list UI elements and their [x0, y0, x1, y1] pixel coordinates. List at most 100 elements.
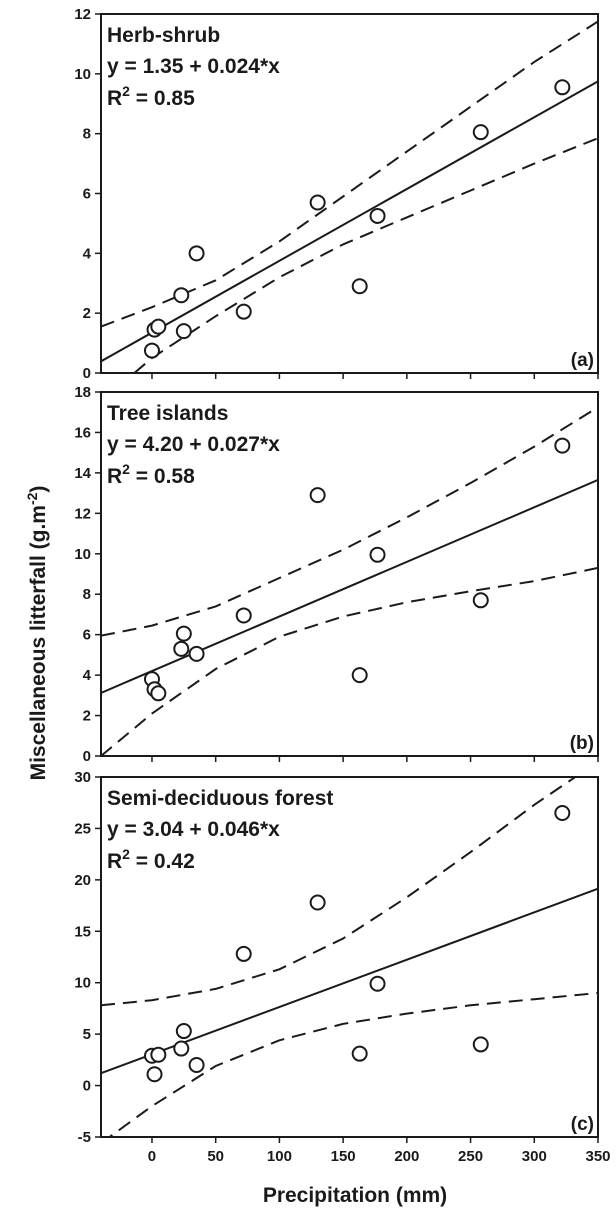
x-tick-label: 100	[267, 1148, 292, 1165]
r-squared: R2 = 0.85	[107, 83, 195, 110]
data-point	[235, 303, 252, 320]
data-point	[143, 342, 160, 359]
plot-area	[101, 406, 598, 756]
y-tick-label: 18	[74, 384, 91, 401]
data-point	[351, 1045, 368, 1062]
y-tick-label: 0	[83, 748, 91, 765]
plot-frame	[100, 776, 599, 1138]
regression-equation: y = 3.04 + 0.046*x	[107, 818, 280, 841]
regression-line	[101, 80, 598, 363]
plot-area	[101, 20, 598, 373]
regression-equation: y = 4.20 + 0.027*x	[107, 433, 280, 456]
ci-upper-line	[101, 20, 598, 328]
ci-upper-line	[101, 406, 598, 637]
data-point	[188, 645, 205, 662]
y-tick-label: 4	[83, 667, 92, 684]
panel-label: (c)	[571, 1114, 594, 1135]
y-tick-label: 10	[74, 975, 91, 992]
y-tick-label: 4	[83, 245, 92, 262]
r-squared-prefix: R	[107, 87, 122, 110]
y-tick-label: -5	[78, 1129, 91, 1146]
data-point	[554, 437, 571, 454]
r-squared-prefix: R	[107, 465, 122, 488]
data-point	[188, 1057, 205, 1073]
data-point	[175, 625, 192, 642]
panel-title: Herb-shrub	[107, 24, 220, 47]
y-tick-label: 8	[83, 586, 91, 603]
panel-title: Semi-deciduous forest	[107, 787, 333, 810]
data-point	[235, 945, 252, 962]
plot-frame	[100, 391, 599, 757]
data-point	[369, 975, 386, 992]
x-tick-label: 150	[331, 1148, 356, 1165]
y-tick-label: 12	[74, 6, 91, 23]
data-point	[175, 323, 192, 340]
ci-lower-line	[132, 137, 598, 373]
panel-label: (a)	[571, 350, 594, 371]
data-point	[554, 79, 571, 96]
data-point	[173, 1040, 190, 1057]
plot-frame	[100, 13, 599, 374]
y-tick-label: 2	[83, 305, 91, 322]
regression-line	[101, 479, 598, 694]
y-tick-label: 20	[74, 872, 91, 889]
r-squared-sup: 2	[122, 461, 130, 477]
data-point	[188, 245, 205, 262]
data-point	[309, 487, 326, 504]
data-point	[472, 592, 489, 609]
panels: 0 2 4 6 8 10 12 Herb-shrub y = 1.35 + 0.024*x R2 …	[74, 6, 610, 1165]
y-tick-label: 6	[83, 186, 91, 203]
ci-lower-line	[101, 566, 598, 756]
x-tick-label: 350	[585, 1148, 610, 1165]
x-axis-label: Precipitation (mm)	[263, 1184, 447, 1207]
y-tick-label: 6	[83, 627, 91, 644]
data-point	[369, 546, 386, 563]
r-squared-value: = 0.58	[130, 465, 195, 488]
x-tick-label: 200	[394, 1148, 419, 1165]
x-tick-label: 250	[458, 1148, 483, 1165]
ci-lower-line	[107, 992, 598, 1137]
data-point	[351, 667, 368, 684]
y-tick-label: 10	[74, 546, 91, 563]
x-tick-label: 0	[148, 1148, 156, 1165]
y-tick-label: 10	[74, 66, 91, 83]
r-squared-prefix: R	[107, 850, 122, 873]
data-point	[351, 278, 368, 295]
y-tick-label: 25	[74, 820, 91, 837]
y-tick-label: 15	[74, 923, 91, 940]
x-tick-label: 50	[207, 1148, 224, 1165]
data-point	[369, 207, 386, 224]
y-tick-label: 16	[74, 424, 91, 441]
y-tick-label: 2	[83, 708, 91, 725]
y-tick-label: 0	[83, 365, 91, 382]
r-squared-sup: 2	[122, 83, 130, 99]
r-squared: R2 = 0.42	[107, 846, 195, 873]
panel-label: (b)	[570, 733, 594, 754]
data-point	[150, 685, 167, 702]
panel-1: 0 2 4 6 8 10 12 Herb-shrub y = 1.35 + 0.024*x R2 …	[74, 6, 599, 382]
regression-equation: y = 1.35 + 0.024*x	[107, 55, 280, 78]
r-squared-sup: 2	[122, 846, 130, 862]
r-squared-value: = 0.85	[130, 87, 195, 110]
r-squared: R2 = 0.58	[107, 461, 195, 488]
panel-title: Tree islands	[107, 402, 228, 425]
y-axis-label: Miscellaneous litterfall (g.m-2)	[24, 486, 50, 781]
data-point	[173, 640, 190, 657]
data-point	[173, 287, 190, 304]
panel-2: 0 2 4 6 8 10 12 14 16 18 Tree islands y = 4.20 + 0.…	[74, 384, 599, 765]
x-tick-label: 300	[522, 1148, 547, 1165]
ci-upper-line	[101, 777, 578, 1007]
r-squared-value: = 0.42	[130, 850, 195, 873]
y-tick-label: 12	[74, 505, 91, 522]
y-tick-label: 14	[74, 465, 91, 482]
y-tick-label: 0	[83, 1078, 91, 1095]
data-point	[472, 1036, 489, 1053]
data-point	[235, 607, 252, 624]
y-tick-label: 30	[74, 769, 91, 786]
data-point	[150, 1046, 167, 1063]
data-point	[309, 894, 326, 911]
y-tick-label: 8	[83, 126, 91, 143]
data-point	[472, 124, 489, 141]
data-point	[554, 805, 571, 821]
